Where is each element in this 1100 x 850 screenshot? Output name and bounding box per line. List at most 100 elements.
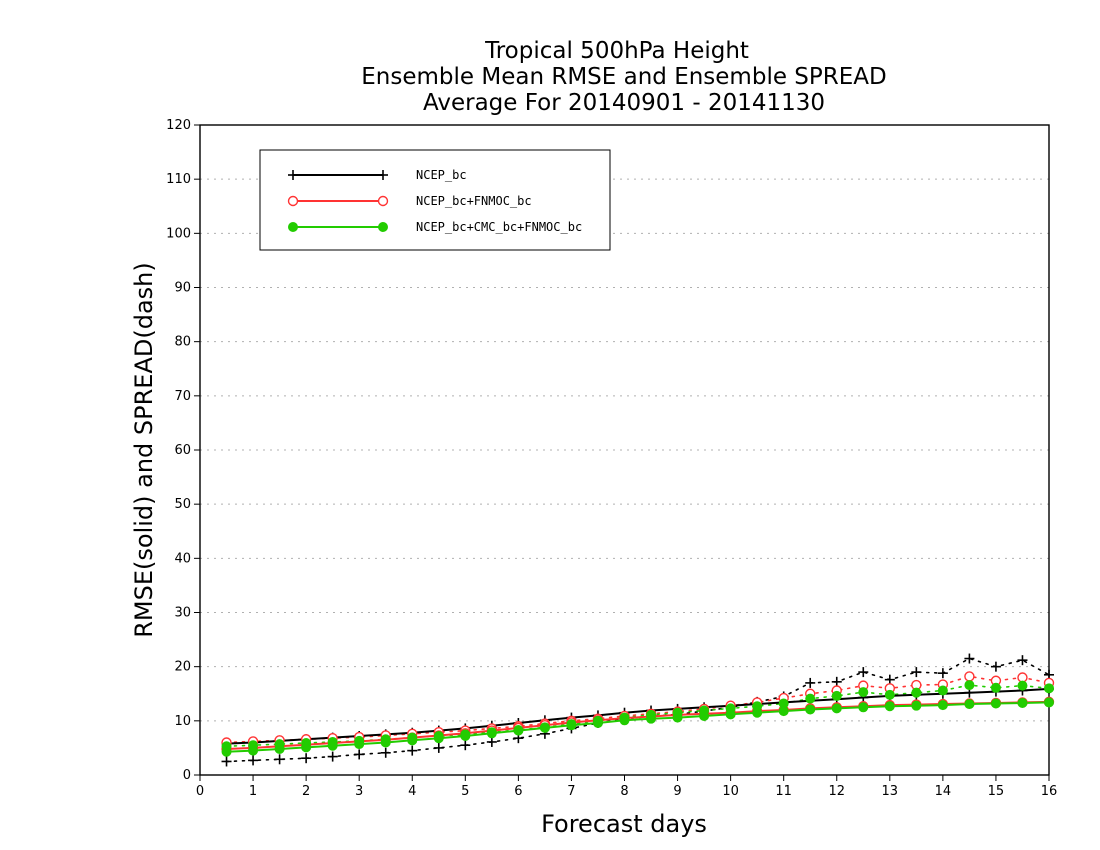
spread-point <box>911 667 922 678</box>
spread-point <box>858 687 869 698</box>
series-spread-line <box>225 657 1050 763</box>
spread-point <box>248 755 259 766</box>
rmse-point <box>646 713 657 724</box>
x-tick-label: 11 <box>775 784 792 799</box>
legend-box <box>259 149 611 251</box>
y-tick-label: 110 <box>166 172 191 187</box>
rmse-point <box>672 712 683 723</box>
rmse-point <box>566 720 577 731</box>
spread-point <box>858 667 869 678</box>
series-layer <box>221 653 1055 767</box>
y-tick-label: 50 <box>174 497 191 512</box>
spread-point <box>937 668 948 679</box>
y-tick-label: 0 <box>183 768 191 783</box>
rmse-point <box>354 739 365 750</box>
x-axis-label: Forecast days <box>541 810 707 838</box>
rmse-point <box>964 699 975 710</box>
spread-point <box>1017 680 1028 691</box>
y-tick-label: 40 <box>174 551 191 566</box>
spread-point <box>884 674 895 685</box>
x-tick-label: 9 <box>673 784 681 799</box>
spread-point <box>301 753 312 764</box>
spread-point <box>380 747 391 758</box>
rmse-point <box>937 700 948 711</box>
x-tick-label: 2 <box>302 784 310 799</box>
x-tick-label: 10 <box>722 784 739 799</box>
legend-entries: NCEP_bc NCEP_bc+FNMOC_bc NCEP_bc+CMC_bc+FN… <box>287 168 582 234</box>
legend-label: NCEP_bc <box>416 168 467 182</box>
legend-label: NCEP_bc+FNMOC_bc <box>416 194 532 208</box>
spread-point <box>805 693 816 704</box>
rmse-point <box>990 698 1001 709</box>
series-rmse-line <box>226 700 1050 750</box>
x-tick-label: 0 <box>196 784 204 799</box>
x-tick-label: 14 <box>935 784 952 799</box>
x-tick-label: 16 <box>1041 784 1058 799</box>
rmse-point <box>407 735 418 746</box>
spread-point <box>964 671 975 682</box>
rmse-point <box>539 722 550 733</box>
x-tick-label: 5 <box>461 784 469 799</box>
spread-point <box>1044 683 1054 694</box>
spread-point <box>1017 655 1028 666</box>
rmse-point <box>274 744 285 754</box>
spread-point <box>327 751 338 762</box>
y-tick-label: 20 <box>174 660 191 675</box>
rmse-point <box>592 718 603 728</box>
rmse-point <box>1044 697 1054 708</box>
gridlines <box>200 178 1049 722</box>
spread-point <box>805 677 816 688</box>
chart-title-line-2: Ensemble Mean RMSE and Ensemble SPREAD <box>361 64 886 90</box>
series-rmse-line <box>226 701 1050 753</box>
spread-point <box>964 680 975 691</box>
rmse-point <box>301 742 312 753</box>
spread-point <box>354 749 365 760</box>
rmse-point <box>752 707 763 718</box>
spread-point <box>433 742 444 753</box>
y-tick-label: 60 <box>174 443 191 458</box>
spread-point <box>937 685 948 696</box>
x-tick-label: 15 <box>988 784 1005 799</box>
spread-point <box>407 745 418 756</box>
spread-point <box>221 756 232 767</box>
legend-marker <box>378 222 388 232</box>
spread-point <box>964 653 975 664</box>
rmse-point <box>778 706 789 717</box>
y-tick-label: 30 <box>174 606 191 621</box>
rmse-point <box>858 702 869 713</box>
rmse-point <box>327 740 338 751</box>
rmse-point <box>831 703 842 714</box>
rmse-point <box>433 733 444 744</box>
rmse-point <box>1017 697 1028 708</box>
y-tick-label: 80 <box>174 335 191 350</box>
rmse-point <box>911 700 922 711</box>
rmse-point <box>884 701 895 712</box>
series-rmse-line <box>226 687 1050 745</box>
rmse-point <box>248 745 259 756</box>
spread-point <box>911 687 922 698</box>
spread-point <box>884 689 895 700</box>
x-tick-label: 6 <box>514 784 522 799</box>
legend-marker <box>288 222 298 232</box>
rmse-point <box>460 731 471 741</box>
x-tick-label: 3 <box>355 784 363 799</box>
legend-marker <box>378 170 388 180</box>
legend-marker <box>377 195 389 207</box>
y-tick-label: 100 <box>166 226 191 241</box>
x-tick-label: 1 <box>249 784 257 799</box>
rmse-point <box>486 728 497 739</box>
legend: NCEP_bc NCEP_bc+FNMOC_bc NCEP_bc+CMC_bc+FN… <box>259 149 611 251</box>
y-tick-label: 90 <box>174 281 191 296</box>
x-tick-label: 8 <box>620 784 628 799</box>
spread-point <box>831 690 842 701</box>
x-tick-label: 12 <box>828 784 845 799</box>
rmse-point <box>699 710 710 721</box>
series-spread-line <box>225 675 1050 744</box>
chart-title-line-3: Average For 20140901 - 20141130 <box>423 90 825 116</box>
rmse-point <box>805 704 816 715</box>
rmse-point <box>513 725 524 736</box>
spread-point <box>990 682 1001 693</box>
y-tick-label: 120 <box>166 118 191 133</box>
